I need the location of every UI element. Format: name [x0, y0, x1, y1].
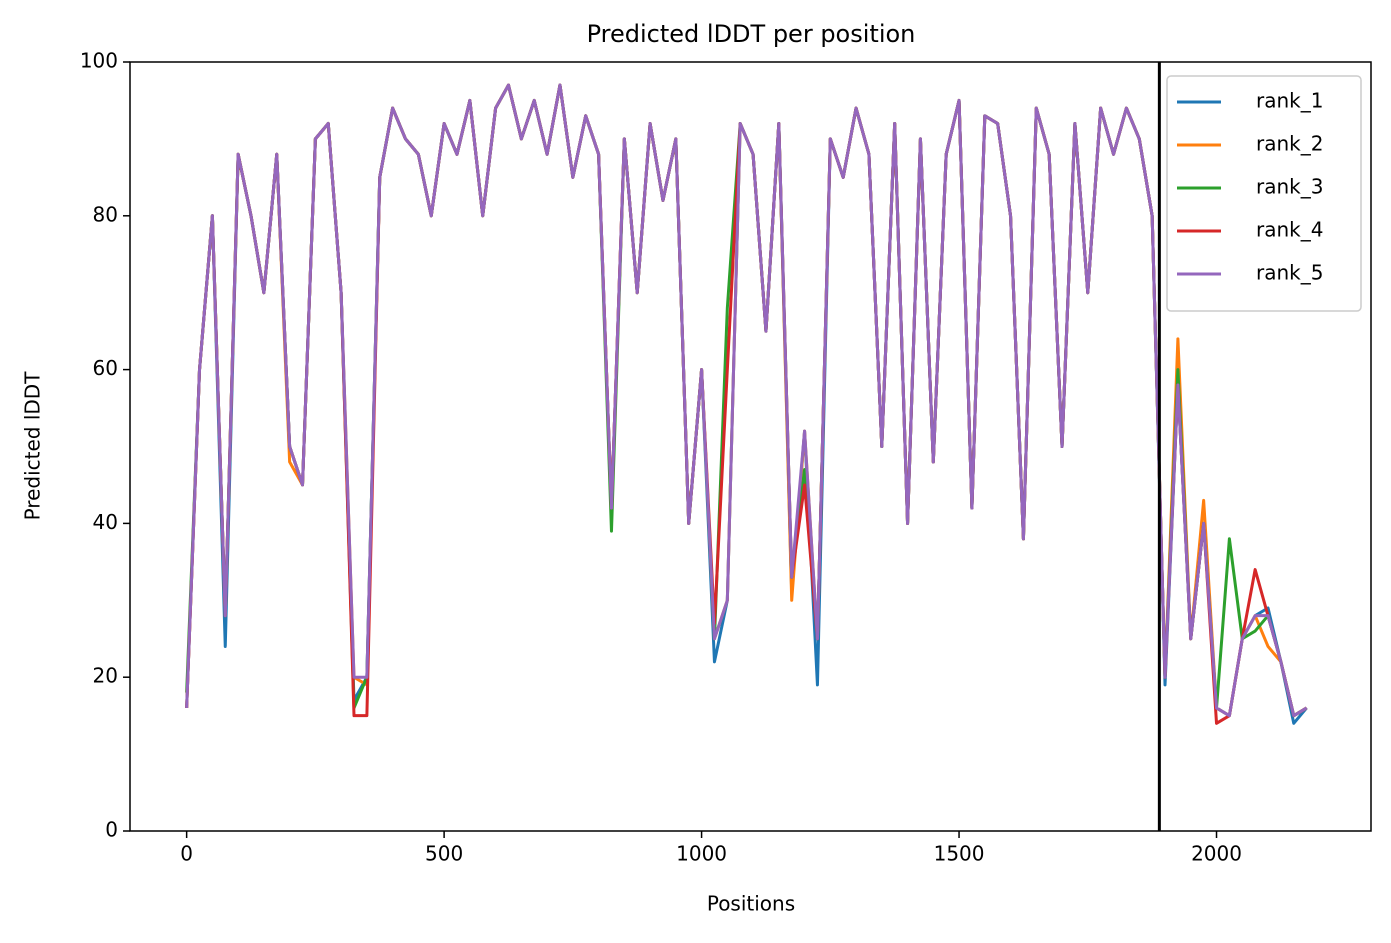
- y-tick-label: 20: [93, 664, 118, 688]
- series-line: [185, 83, 1308, 718]
- legend-label: rank_1: [1256, 89, 1323, 113]
- x-tick-label: 2000: [1191, 842, 1242, 866]
- legend-label: rank_4: [1256, 218, 1323, 242]
- legend: rank_1 rank_2 rank_3 rank_4 rank_5: [1166, 75, 1362, 312]
- legend-label: rank_5: [1256, 261, 1323, 285]
- x-tick-label: 500: [425, 842, 463, 866]
- y-tick-label: 40: [93, 510, 118, 534]
- legend-label: rank_2: [1256, 132, 1323, 156]
- chart-title: Predicted lDDT per position: [587, 20, 916, 48]
- y-tick-label: 60: [93, 356, 118, 380]
- y-axis-label: Predicted lDDT: [21, 371, 45, 521]
- x-axis-label: Positions: [707, 892, 795, 916]
- x-tick-label: 0: [180, 842, 193, 866]
- x-tick-label: 1500: [934, 842, 985, 866]
- y-tick-label: 100: [80, 49, 118, 73]
- x-tick-label: 1000: [676, 842, 727, 866]
- y-tick-label: 80: [93, 202, 118, 226]
- series-group: [185, 83, 1308, 725]
- axes-frame: [129, 61, 1372, 832]
- y-tick-label: 0: [105, 818, 118, 842]
- legend-label: rank_3: [1256, 175, 1323, 199]
- legend-box: [1166, 75, 1362, 312]
